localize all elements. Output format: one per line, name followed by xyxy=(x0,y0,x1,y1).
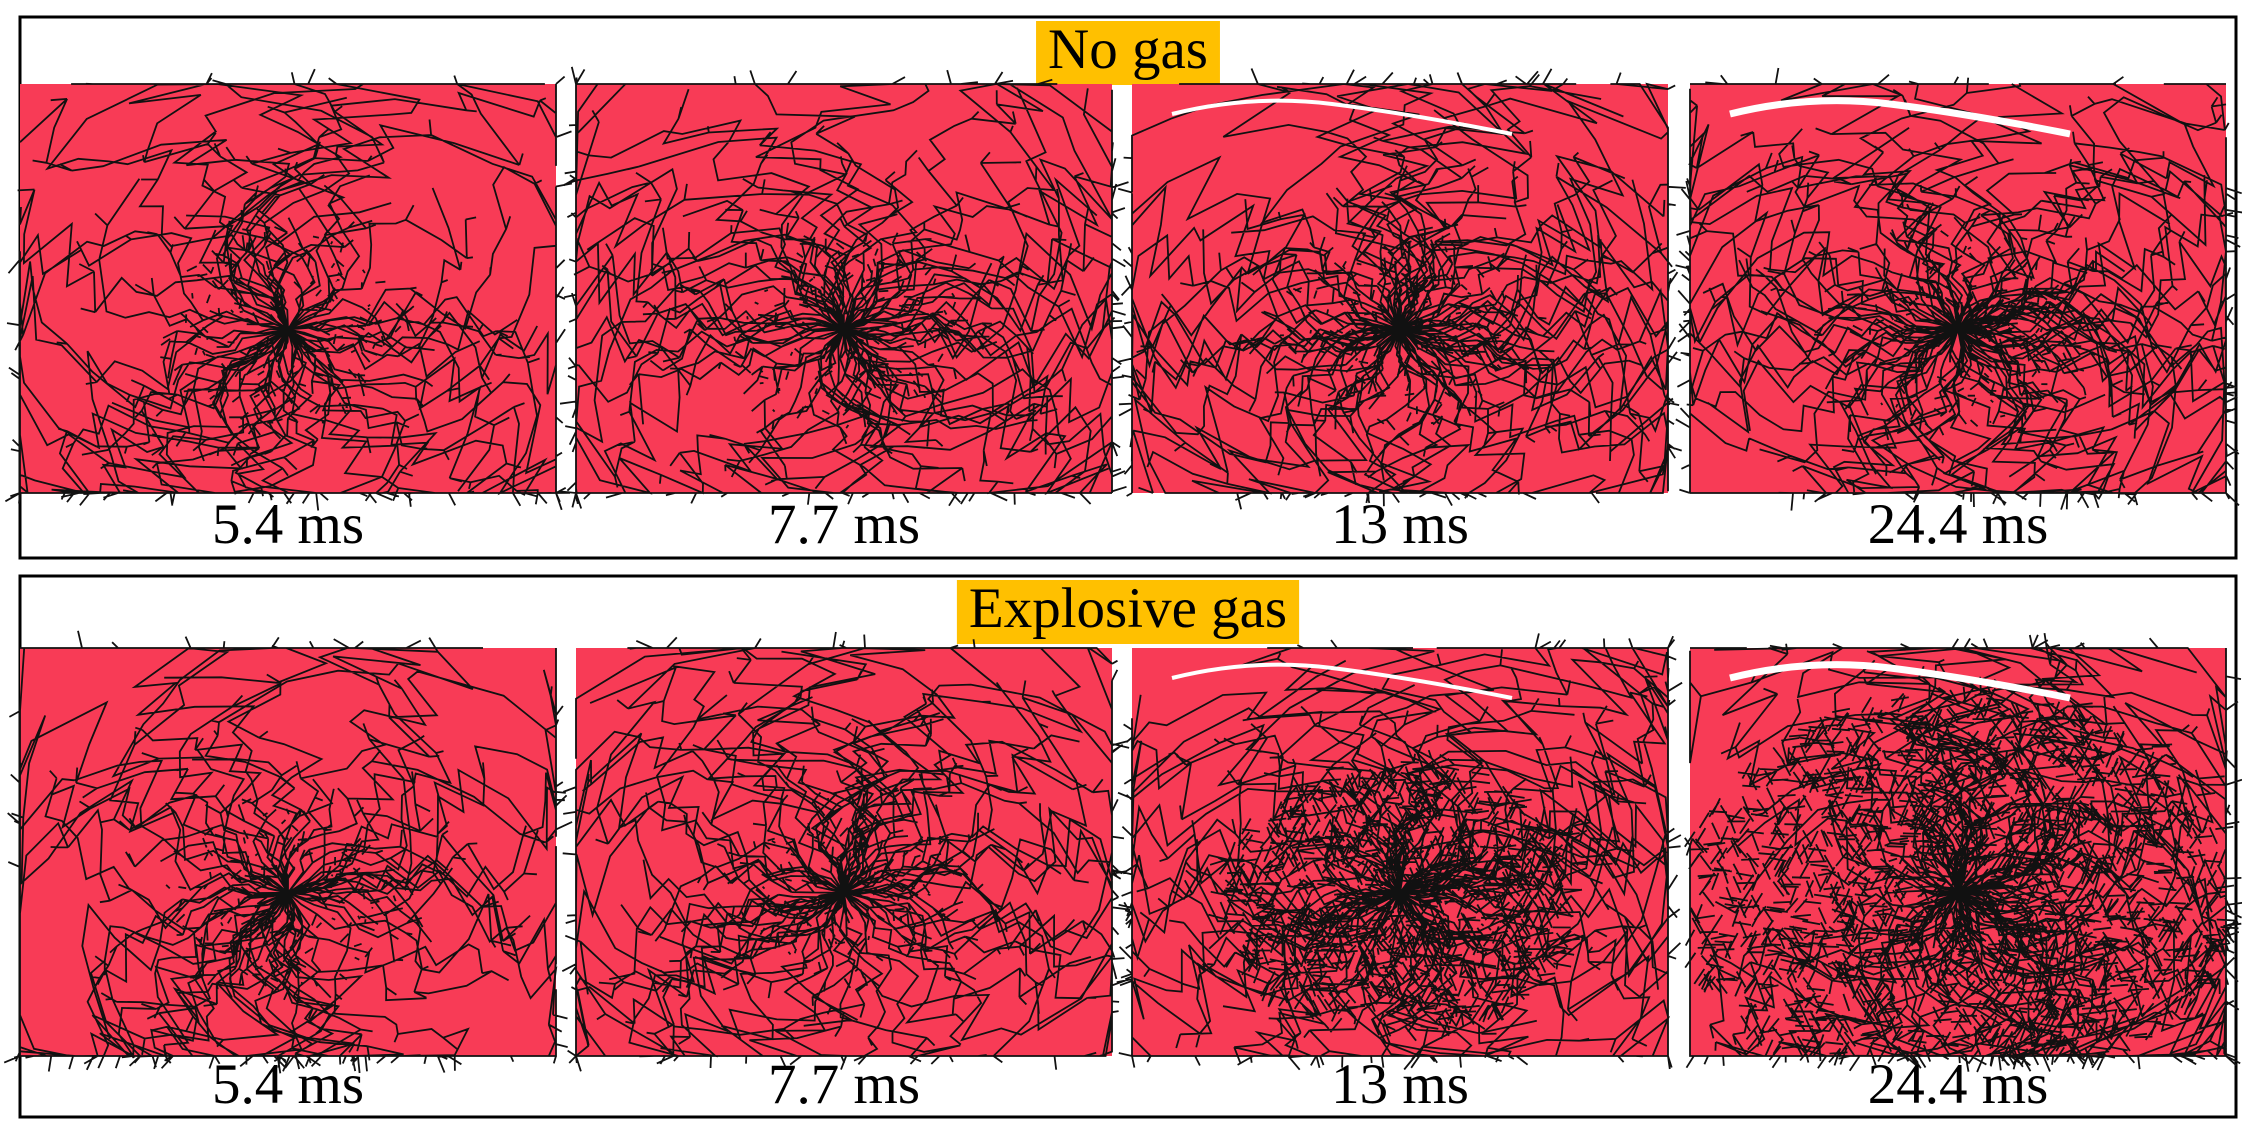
time-label: 24.4 ms xyxy=(1868,1053,2049,1116)
crack-network xyxy=(1116,633,1683,1071)
time-label: 7.7 ms xyxy=(768,1053,920,1116)
panel-title: Explosive gas xyxy=(969,577,1287,640)
crack-network xyxy=(559,66,1129,509)
title-badge xyxy=(956,580,1300,644)
open-crack xyxy=(1171,98,1513,136)
open-crack xyxy=(1729,661,2071,702)
time-label: 7.7 ms xyxy=(768,493,920,556)
time-label: 13 ms xyxy=(1331,1053,1469,1116)
panel-title: No gas xyxy=(1048,18,1208,81)
crack-network xyxy=(1117,68,1686,510)
title-badge xyxy=(1036,21,1220,85)
crack-network xyxy=(4,68,573,511)
crack-network xyxy=(3,630,573,1074)
time-label: 5.4 ms xyxy=(212,1053,364,1116)
open-crack xyxy=(1171,662,1513,700)
time-label: 13 ms xyxy=(1331,493,1469,556)
open-crack xyxy=(1729,97,2071,138)
crack-network xyxy=(1675,67,2242,511)
time-label: 24.4 ms xyxy=(1868,493,2049,556)
crack-network xyxy=(561,631,1130,1072)
crack-network xyxy=(1684,632,2242,1073)
time-label: 5.4 ms xyxy=(212,493,364,556)
